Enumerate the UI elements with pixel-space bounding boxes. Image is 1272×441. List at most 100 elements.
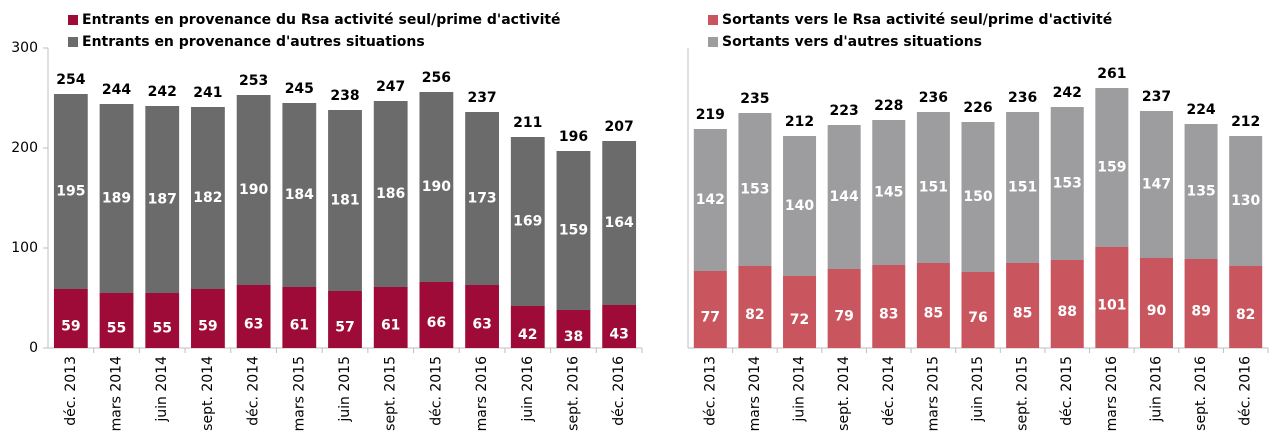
value-label: 83: [879, 307, 898, 323]
value-label: 66: [427, 315, 446, 331]
bar-segment: [872, 120, 906, 265]
total-label: 237: [467, 90, 496, 106]
total-label: 207: [605, 119, 634, 135]
bar-segment: [465, 112, 499, 285]
total-label: 236: [1008, 90, 1037, 106]
bar-segment: [53, 94, 88, 289]
x-tick-label: déc. 2014: [246, 356, 262, 426]
bar-segment: [1050, 107, 1084, 260]
bar-segment: [961, 272, 995, 348]
value-label: 90: [1147, 303, 1167, 319]
bar-segment: [738, 113, 772, 266]
value-label: 159: [1097, 160, 1126, 176]
y-tick-label: 0: [29, 340, 38, 356]
value-label: 38: [564, 329, 583, 345]
y-tick-label: 100: [11, 240, 38, 256]
bar-segment: [1139, 258, 1173, 348]
bar-segment: [373, 287, 408, 348]
total-label: 241: [193, 85, 222, 101]
total-label: 244: [102, 82, 131, 98]
x-tick-label: sept. 2015: [1015, 356, 1031, 431]
legend-swatch: [708, 37, 718, 47]
value-label: 61: [290, 318, 309, 334]
legend-label: Sortants vers le Rsa activité seul/prime…: [722, 12, 1112, 28]
x-tick-label: juin 2014: [792, 356, 808, 423]
total-label: 237: [1142, 89, 1171, 105]
bar-segment: [328, 110, 362, 291]
value-label: 186: [376, 186, 405, 202]
bar-segment: [1139, 111, 1173, 258]
bar-segment: [465, 285, 499, 348]
value-label: 101: [1097, 298, 1126, 314]
value-label: 169: [513, 214, 542, 230]
x-tick-label: juin 2016: [520, 356, 536, 423]
bar-segment: [145, 293, 180, 348]
value-label: 59: [198, 319, 217, 335]
legend-label: Sortants vers d'autres situations: [722, 34, 982, 50]
total-label: 256: [422, 70, 451, 86]
x-tick-label: sept. 2014: [200, 356, 216, 431]
x-tick-label: déc. 2013: [702, 356, 718, 426]
bar-segment: [236, 285, 271, 348]
bar-segment: [1050, 260, 1084, 348]
value-label: 147: [1142, 177, 1171, 193]
x-tick-label: déc. 2014: [881, 356, 897, 426]
x-tick-label: mars 2014: [747, 356, 763, 431]
value-label: 190: [422, 179, 451, 195]
value-label: 130: [1231, 193, 1260, 209]
value-label: 89: [1191, 304, 1210, 320]
x-tick-label: déc. 2015: [428, 356, 444, 426]
x-tick-label: mars 2016: [1104, 356, 1120, 431]
value-label: 142: [696, 192, 725, 208]
value-label: 184: [285, 187, 314, 203]
value-label: 55: [152, 321, 171, 337]
bar-segment: [1229, 266, 1263, 348]
value-label: 164: [605, 215, 634, 231]
total-label: 224: [1186, 102, 1215, 118]
y-tick-label: 300: [11, 40, 38, 56]
x-tick-label: déc. 2015: [1059, 356, 1075, 426]
value-label: 72: [790, 312, 809, 328]
total-label: 219: [696, 107, 725, 123]
bar-segment: [99, 293, 134, 348]
x-tick-label: déc. 2016: [611, 356, 627, 426]
value-label: 187: [148, 192, 177, 208]
value-label: 63: [472, 317, 491, 333]
bar-segment: [1095, 88, 1129, 247]
value-label: 150: [963, 189, 992, 205]
bar-segment: [510, 137, 545, 306]
bar-segment: [191, 289, 225, 348]
total-label: 235: [740, 91, 769, 107]
bar-segment: [1229, 136, 1263, 266]
bar-segment: [1184, 259, 1218, 348]
x-tick-label: mars 2014: [109, 356, 125, 431]
bar-segment: [419, 92, 454, 282]
value-label: 61: [381, 318, 400, 334]
value-label: 55: [107, 321, 126, 337]
bar-segment: [916, 112, 950, 263]
value-label: 82: [745, 307, 764, 323]
bar-segment: [738, 266, 772, 348]
value-label: 76: [968, 310, 987, 326]
x-tick-label: juin 2015: [970, 356, 986, 423]
bar-segment: [602, 141, 637, 305]
total-label: 236: [919, 90, 948, 106]
bar-segment: [373, 101, 408, 287]
value-label: 173: [467, 191, 496, 207]
value-label: 159: [559, 223, 588, 239]
bar-segment: [99, 104, 134, 293]
bar-segment: [602, 305, 637, 348]
x-tick-label: juin 2014: [154, 356, 170, 423]
bar-segment: [282, 103, 317, 287]
x-tick-label: mars 2015: [291, 356, 307, 431]
value-label: 79: [834, 309, 853, 325]
value-label: 77: [701, 310, 720, 326]
total-label: 223: [830, 103, 859, 119]
bar-segment: [693, 271, 727, 348]
bar-segment: [1006, 263, 1040, 348]
value-label: 82: [1236, 307, 1255, 323]
bar-segment: [1095, 247, 1129, 348]
total-label: 226: [963, 100, 992, 116]
value-label: 43: [609, 327, 628, 343]
